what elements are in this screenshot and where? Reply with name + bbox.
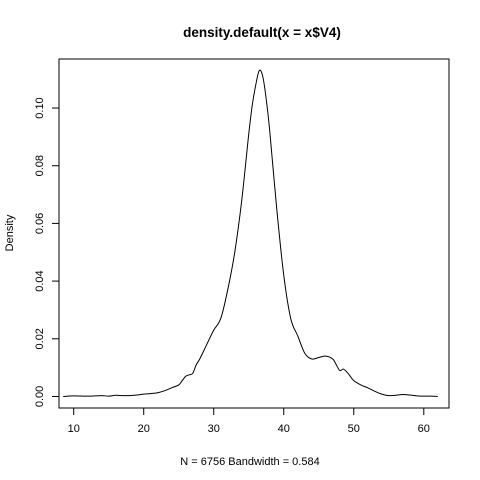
y-axis-label: Density xyxy=(4,214,16,251)
x-tick-label: 40 xyxy=(278,423,290,435)
x-tick-label: 30 xyxy=(208,423,220,435)
y-axis: 0.00 0.02 0.04 0.06 0.08 0.10 xyxy=(34,97,60,407)
y-tick-label: 0.02 xyxy=(34,328,46,349)
density-line xyxy=(63,69,438,397)
plot-box xyxy=(58,58,450,409)
x-tick-label: 60 xyxy=(418,423,430,435)
y-tick-label: 0.06 xyxy=(34,213,46,234)
x-axis: 10 20 30 40 50 60 xyxy=(68,407,430,435)
x-tick-label: 10 xyxy=(68,423,80,435)
y-tick-label: 0.04 xyxy=(34,270,46,291)
x-tick-label: 50 xyxy=(348,423,360,435)
chart-title: density.default(x = x$V4) xyxy=(183,25,341,40)
x-tick-label: 20 xyxy=(138,423,150,435)
x-axis-label: N = 6756 Bandwidth = 0.584 xyxy=(180,456,319,468)
y-tick-label: 0.00 xyxy=(34,386,46,407)
y-tick-label: 0.08 xyxy=(34,155,46,176)
y-tick-label: 0.10 xyxy=(34,97,46,118)
